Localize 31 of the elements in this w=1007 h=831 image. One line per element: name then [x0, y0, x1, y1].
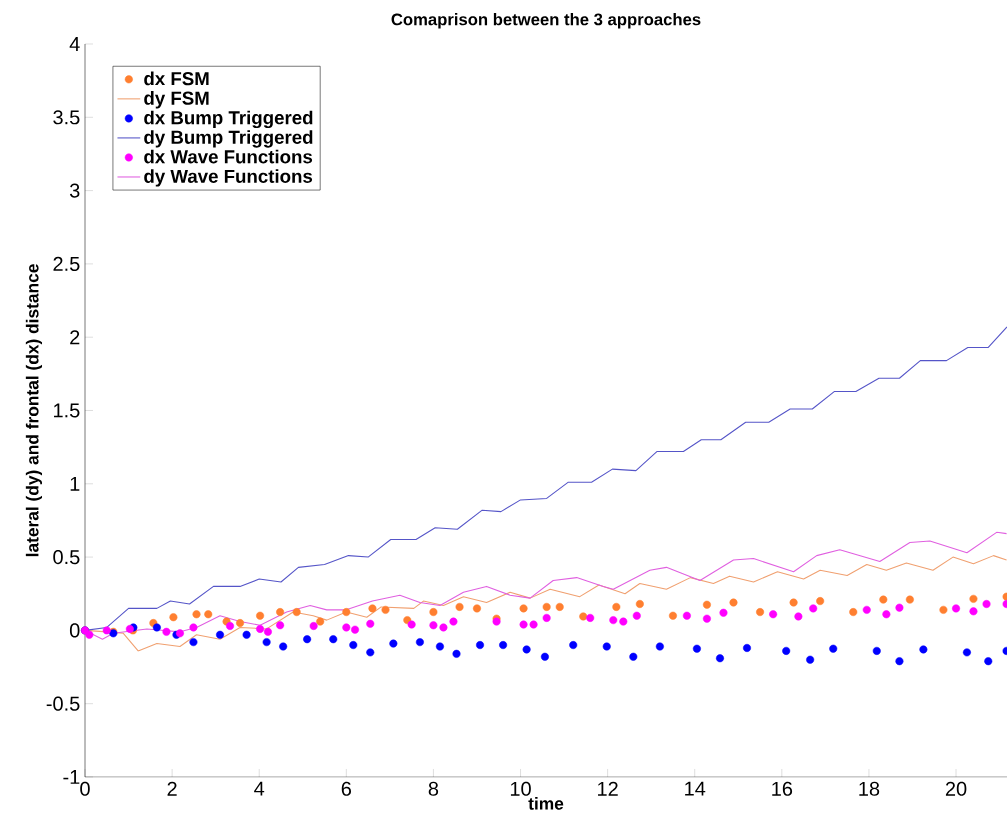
legend-label: dx FSM: [144, 71, 209, 86]
y-tick-label: 0: [69, 623, 80, 638]
x-tick-label: 16: [772, 781, 793, 796]
y-tick-label: 1: [70, 476, 80, 491]
y-tick-label: 4: [69, 37, 80, 51]
y-tick-label: 3: [69, 183, 80, 198]
y-tick-label: -0.5: [46, 696, 80, 711]
x-tick-label: 14: [685, 781, 706, 796]
x-tick-label: 2: [167, 781, 177, 796]
y-axis-title: lateral (dy) and frontal (dx) distance: [25, 264, 43, 557]
y-tick-label: 2.5: [53, 256, 80, 271]
legend-label: dy FSM: [144, 91, 209, 109]
y-tick-label: -1: [63, 770, 80, 784]
y-tick-label: 0.5: [53, 550, 80, 565]
x-tick-label: 0: [80, 781, 90, 796]
legend-label: dy Wave Functions: [144, 169, 313, 187]
x-tick-label: 20: [945, 781, 967, 796]
legend-label: dx Bump Triggered: [144, 110, 313, 129]
legend-label: dx Wave Functions: [144, 149, 313, 164]
legend-label: dy Bump Triggered: [144, 130, 313, 148]
x-tick-label: 8: [428, 781, 439, 796]
chart-title: Comaprison between the 3 approaches: [391, 13, 701, 29]
x-axis-title: time: [528, 797, 564, 810]
x-tick-label: 6: [341, 781, 351, 796]
y-tick-label: 1.5: [54, 403, 80, 418]
x-tick-label: 4: [254, 781, 265, 796]
x-tick-label: 12: [598, 781, 618, 796]
y-tick-label: 2: [70, 330, 80, 345]
x-tick-label: 18: [859, 781, 880, 796]
y-tick-label: 3.5: [53, 110, 80, 125]
x-tick-label: 10: [510, 781, 531, 796]
